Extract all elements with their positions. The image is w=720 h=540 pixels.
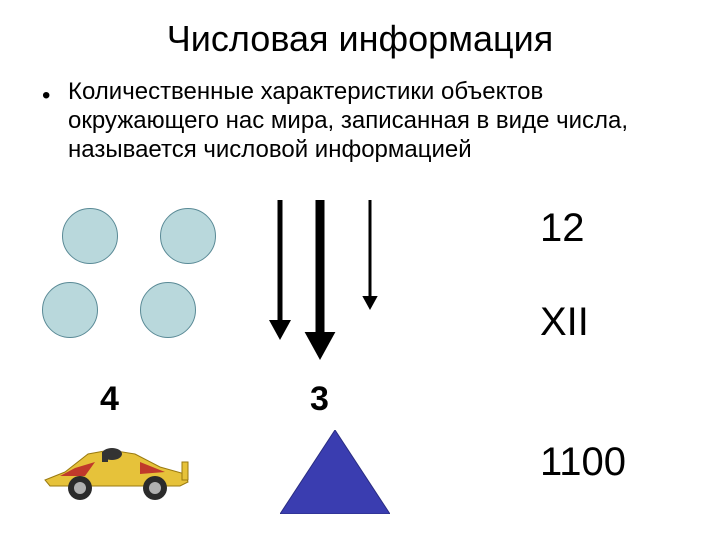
left-count-label: 4 bbox=[100, 380, 119, 419]
slide-title: Числовая информация bbox=[0, 0, 720, 60]
bullet-icon: • bbox=[42, 82, 50, 111]
triangle-icon bbox=[280, 430, 390, 514]
racecar-icon bbox=[40, 432, 190, 502]
arrows-group bbox=[0, 190, 500, 410]
number-binary: 1100 bbox=[540, 440, 626, 485]
illustration-area: 4 3 12 XII 1100 bbox=[0, 200, 720, 540]
number-arabic: 12 bbox=[540, 206, 585, 251]
center-count-label: 3 bbox=[310, 380, 329, 419]
number-roman: XII bbox=[540, 300, 589, 345]
body-text: Количественные характеристики объектов о… bbox=[68, 78, 628, 163]
body-paragraph: • Количественные характеристики объектов… bbox=[0, 60, 720, 164]
